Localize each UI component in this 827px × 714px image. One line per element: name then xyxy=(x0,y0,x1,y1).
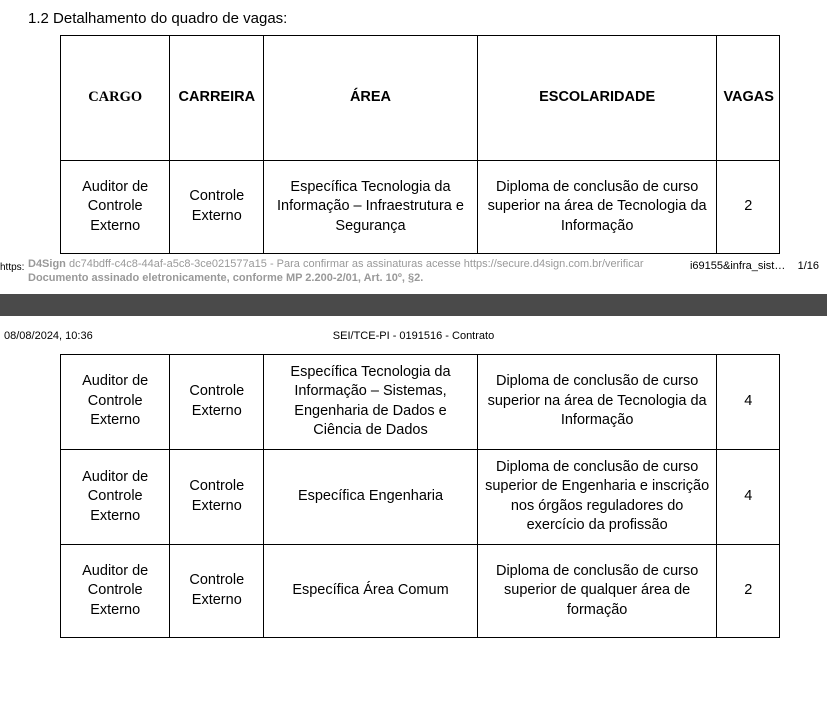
https-label: https: xyxy=(0,262,24,275)
vagas-table-page1: CARGO CARREIRA ÁREA ESCOLARIDADE VAGAS A… xyxy=(60,35,780,254)
cell-vagas: 4 xyxy=(717,449,780,544)
page2-docref: SEI/TCE-PI - 0191516 - Contrato xyxy=(333,330,494,342)
table-header-area: ÁREA xyxy=(264,36,478,161)
table-header-vagas: VAGAS xyxy=(717,36,780,161)
table-header-escolaridade: ESCOLARIDADE xyxy=(477,36,717,161)
cell-escolaridade: Diploma de conclusão de curso superior d… xyxy=(477,449,717,544)
page2-header: 08/08/2024, 10:36 SEI/TCE-PI - 0191516 -… xyxy=(0,316,827,354)
cell-escolaridade: Diploma de conclusão de curso superior n… xyxy=(477,161,717,254)
d4sign-footer: https: D4Sign dc74bdff-c4c8-44af-a5c8-3c… xyxy=(0,254,827,288)
cell-escolaridade: Diploma de conclusão de curso superior n… xyxy=(477,354,717,449)
cell-area: Específica Área Comum xyxy=(264,545,478,638)
cell-carreira: Controle Externo xyxy=(170,161,264,254)
cell-vagas: 2 xyxy=(717,161,780,254)
page-divider xyxy=(0,294,827,316)
cell-area: Específica Engenharia xyxy=(264,449,478,544)
cell-escolaridade: Diploma de conclusão de curso superior d… xyxy=(477,545,717,638)
cell-cargo: Auditor de Controle Externo xyxy=(61,354,170,449)
cell-cargo: Auditor de Controle Externo xyxy=(61,161,170,254)
cell-vagas: 4 xyxy=(717,354,780,449)
section-title: 1.2 Detalhamento do quadro de vagas: xyxy=(0,0,827,35)
d4sign-right-a: i69155&infra_sist… xyxy=(690,260,785,272)
cell-carreira: Controle Externo xyxy=(170,354,264,449)
cell-carreira: Controle Externo xyxy=(170,449,264,544)
d4sign-line2: Documento assinado eletronicamente, conf… xyxy=(28,272,423,284)
table-row: Auditor de Controle Externo Controle Ext… xyxy=(61,161,780,254)
d4sign-right: i69155&infra_sist… 1/16 xyxy=(690,260,819,274)
table-header-row: CARGO CARREIRA ÁREA ESCOLARIDADE VAGAS xyxy=(61,36,780,161)
cell-cargo: Auditor de Controle Externo xyxy=(61,449,170,544)
d4sign-prefix: D4Sign xyxy=(28,258,66,270)
cell-vagas: 2 xyxy=(717,545,780,638)
cell-area: Específica Tecnologia da Informação – In… xyxy=(264,161,478,254)
cell-area: Específica Tecnologia da Informação – Si… xyxy=(264,354,478,449)
cell-carreira: Controle Externo xyxy=(170,545,264,638)
table-row: Auditor de Controle Externo Controle Ext… xyxy=(61,545,780,638)
table-header-cargo: CARGO xyxy=(61,36,170,161)
table-header-carreira: CARREIRA xyxy=(170,36,264,161)
d4sign-right-b: 1/16 xyxy=(798,260,819,272)
d4sign-line1: dc74bdff-c4c8-44af-a5c8-3ce021577a15 - P… xyxy=(66,258,644,270)
table-row: Auditor de Controle Externo Controle Ext… xyxy=(61,354,780,449)
vagas-table-page2: Auditor de Controle Externo Controle Ext… xyxy=(60,354,780,639)
page2-timestamp: 08/08/2024, 10:36 xyxy=(4,330,93,342)
table-row: Auditor de Controle Externo Controle Ext… xyxy=(61,449,780,544)
cell-cargo: Auditor de Controle Externo xyxy=(61,545,170,638)
